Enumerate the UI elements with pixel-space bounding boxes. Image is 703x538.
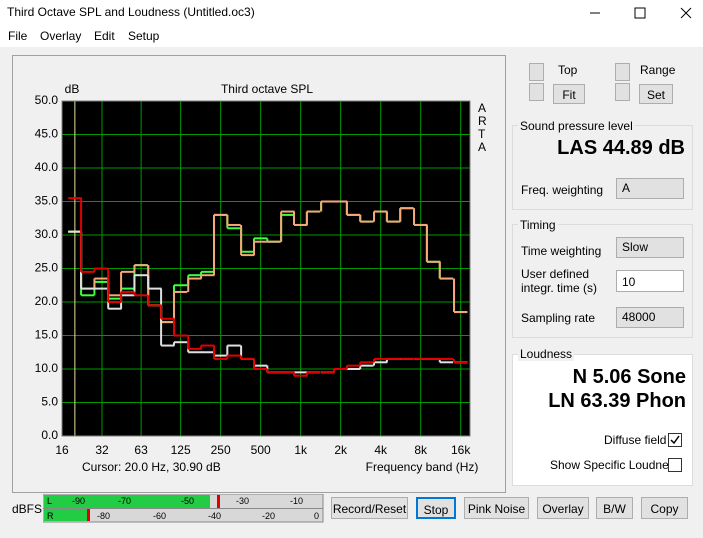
window-controls[interactable] [590, 0, 700, 25]
sone-reading: N 5.06 Sone [572, 366, 686, 388]
meter-scale: -30 [236, 496, 250, 506]
side-label: ARTA [478, 101, 487, 154]
spin-up[interactable] [615, 63, 630, 81]
spin-down[interactable] [529, 83, 544, 101]
x-tick-label: 250 [211, 443, 231, 457]
spin-up[interactable] [529, 63, 544, 81]
meter-channel: R [47, 511, 54, 521]
meter-scale: -40 [208, 511, 222, 521]
x-tick-label: 32 [95, 443, 109, 457]
meter-scale: -20 [262, 511, 276, 521]
menu-bar [0, 25, 703, 47]
set-button[interactable]: Set [639, 84, 673, 104]
phon-reading: LN 63.39 Phon [548, 390, 686, 412]
loudness-group [512, 354, 693, 486]
sampling-dropdown[interactable]: 48000 [616, 307, 684, 328]
time-weighting-dropdown[interactable]: Slow [616, 237, 684, 258]
plot-border [61, 100, 471, 437]
specific-checkbox[interactable] [668, 458, 682, 472]
spin-down[interactable] [615, 83, 630, 101]
y-tick-label: 5.0 [41, 395, 58, 409]
y-tick-label: 50.0 [35, 93, 59, 107]
x-tick-label: 8k [414, 443, 428, 457]
field-label: User defined [521, 267, 590, 281]
meter-scale: -10 [290, 496, 304, 506]
meter-scale: -60 [153, 511, 167, 521]
field-label: integr. time (s) [521, 281, 598, 295]
meter-channel: L [47, 496, 53, 506]
field-label: Freq. weighting [521, 183, 604, 197]
x-tick-label: 4k [374, 443, 388, 457]
field-label: Time weighting [521, 244, 602, 258]
x-axis-label: Frequency band (Hz) [366, 460, 479, 474]
grid [61, 100, 470, 437]
x-tick-label: 16k [451, 443, 471, 457]
x-tick-label: 2k [334, 443, 348, 457]
series [68, 197, 468, 377]
cursor-readout: Cursor: 20.0 Hz, 30.90 dB [82, 460, 221, 474]
x-tick-label: 63 [134, 443, 148, 457]
spl-reading: LAS 44.89 dB [557, 137, 685, 159]
y-tick-label: 15.0 [35, 328, 59, 342]
y-tick-label: 40.0 [35, 160, 59, 174]
y-tick-label: 35.0 [35, 194, 59, 208]
group-title: Loudness [518, 347, 575, 361]
diffuse-checkbox[interactable] [668, 433, 682, 447]
group-title: Timing [518, 218, 558, 232]
record-reset-button[interactable]: Record/Reset [331, 497, 408, 519]
integration-input[interactable]: 10 [616, 270, 684, 292]
menu-item[interactable]: Edit [94, 29, 115, 43]
x-tick-label: 1k [294, 443, 308, 457]
timing-group [512, 224, 693, 338]
x-tick-label: 16 [55, 443, 69, 457]
meter-scale: -80 [97, 511, 111, 521]
y-axis-label: dB [65, 82, 80, 96]
y-tick-label: 0.0 [41, 428, 58, 442]
window-title: Third Octave SPL and Loudness (Untitled.… [7, 5, 255, 19]
chart: Third octave SPL dB Cursor: 20.0 Hz, 30.… [35, 82, 479, 474]
checkbox-label: Diffuse field [604, 433, 667, 447]
title-bar [0, 0, 703, 25]
stop-button[interactable]: Stop [416, 497, 456, 519]
field-label: Sampling rate [521, 311, 596, 325]
fit-button[interactable]: Fit [553, 84, 585, 104]
chart-title: Third octave SPL [221, 82, 313, 96]
meter-scale: 0 [314, 511, 320, 521]
overlay-button[interactable]: Overlay [537, 497, 589, 519]
copy-button[interactable]: Copy [641, 497, 688, 519]
group-title: Sound pressure level [518, 119, 635, 133]
pink-noise-button[interactable]: Pink Noise [464, 497, 529, 519]
y-tick-label: 45.0 [35, 127, 59, 141]
meter-scale: -50 [181, 496, 195, 506]
x-tick-label: 500 [251, 443, 271, 457]
y-tick-label: 20.0 [35, 294, 59, 308]
range-label: Range [640, 63, 676, 77]
top-label: Top [558, 63, 578, 77]
y-tick-label: 30.0 [35, 227, 59, 241]
meter-label: dBFS [12, 502, 43, 516]
weighting-dropdown[interactable]: A [616, 178, 684, 199]
menu-item[interactable]: Setup [128, 29, 160, 43]
menu-item[interactable]: Overlay [40, 29, 82, 43]
checkbox-label: Show Specific Loudness [550, 458, 681, 472]
menu-item[interactable]: File [8, 29, 28, 43]
meter-scale: -70 [118, 496, 132, 506]
level-meter [43, 494, 324, 523]
y-tick-label: 25.0 [35, 261, 59, 275]
x-tick-label: 125 [171, 443, 191, 457]
y-tick-label: 10.0 [35, 361, 59, 375]
meter-scale: -90 [72, 496, 86, 506]
bw-button[interactable]: B/W [596, 497, 633, 519]
